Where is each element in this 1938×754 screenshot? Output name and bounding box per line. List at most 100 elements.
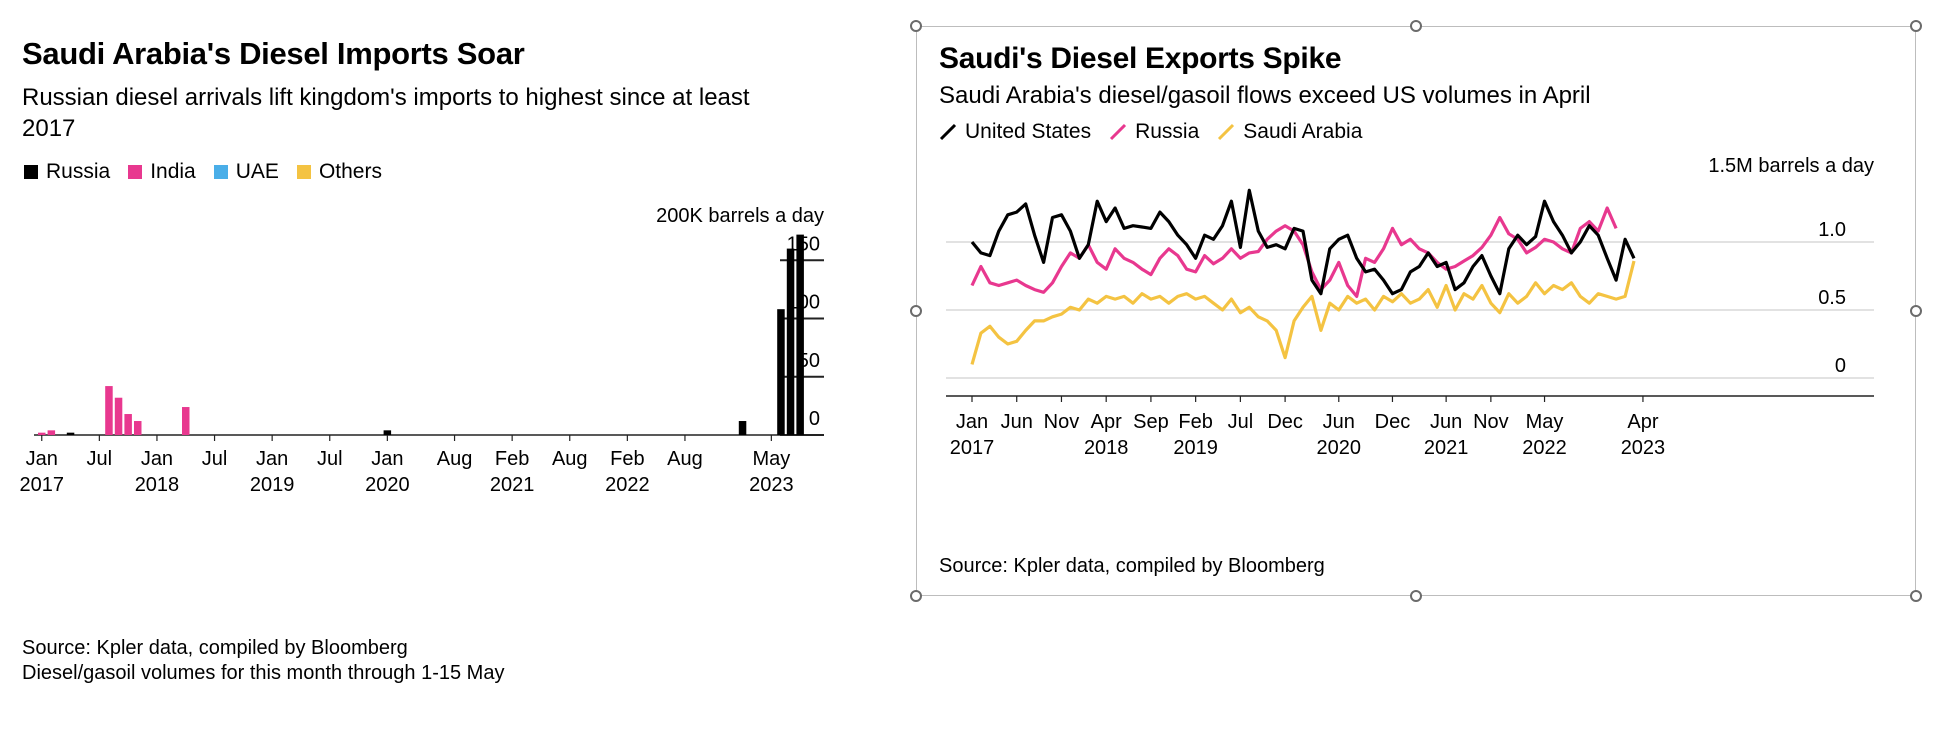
exports-chart-subtitle: Saudi Arabia's diesel/gasoil flows excee… xyxy=(939,82,1591,109)
x-tick-year: 2022 xyxy=(1522,437,1567,459)
x-tick-year: 2019 xyxy=(250,474,295,496)
x-tick-label: Sep xyxy=(1133,411,1169,433)
legend-label-saudi-arabia: Saudi Arabia xyxy=(1243,120,1363,143)
imports-chart-title: Saudi Arabia's Diesel Imports Soar xyxy=(22,36,525,71)
bar-segment xyxy=(182,407,190,435)
bar-segment xyxy=(47,430,56,435)
legend-item-uae: UAE xyxy=(213,160,279,184)
x-tick-label: Jan xyxy=(141,448,173,470)
bar-segment xyxy=(124,414,132,435)
exports-chart-panel: Saudi's Diesel Exports Spike Saudi Arabi… xyxy=(906,20,1922,602)
resize-handle-bottom-center[interactable] xyxy=(1410,590,1422,602)
bar-segment xyxy=(66,432,75,435)
x-tick-label: Jan xyxy=(371,448,403,470)
bar-segment xyxy=(786,248,795,435)
series-line-united-states xyxy=(970,188,1636,296)
imports-chart-subtitle: Russian diesel arrivals lift kingdom's i… xyxy=(22,84,750,142)
x-tick-year: 2017 xyxy=(950,437,995,459)
legend-swatch-india xyxy=(128,165,143,179)
x-tick-label: Jun xyxy=(1323,411,1355,433)
y-tick-label: 0 xyxy=(809,408,820,430)
x-tick-label: Dec xyxy=(1375,411,1411,433)
x-tick-label: Feb xyxy=(610,448,644,470)
x-tick-year: 2020 xyxy=(1317,437,1362,459)
x-tick-year: 2023 xyxy=(1621,437,1666,459)
x-tick-label: Jun xyxy=(1001,411,1033,433)
x-tick-label: Dec xyxy=(1267,411,1303,433)
x-tick-label: Jul xyxy=(202,448,228,470)
imports-chart-panel: Saudi Arabia's Diesel Imports Soar Russi… xyxy=(0,0,880,754)
x-tick-label: Aug xyxy=(437,448,473,470)
legend-label-russia-line: Russia xyxy=(1135,120,1200,143)
x-tick-label: Apr xyxy=(1091,411,1122,433)
legend-item-india: India xyxy=(128,160,196,184)
legend-label-russia: Russia xyxy=(46,160,111,183)
x-tick-label: May xyxy=(1526,411,1564,433)
x-tick-label: Apr xyxy=(1627,411,1658,433)
x-tick-label: Jan xyxy=(256,448,288,470)
imports-source: Source: Kpler data, compiled by Bloomber… xyxy=(22,636,504,686)
legend-swatch-russia xyxy=(24,165,38,179)
x-tick-year: 2023 xyxy=(749,474,794,496)
x-tick-year: 2020 xyxy=(365,474,410,496)
x-tick-label: Aug xyxy=(667,448,703,470)
resize-handle-bottom-right[interactable] xyxy=(1910,590,1922,602)
imports-source-text: Source: Kpler data, compiled by Bloomber… xyxy=(22,637,408,659)
resize-handle-middle-left[interactable] xyxy=(910,305,922,317)
legend-label-uae: UAE xyxy=(235,160,279,183)
resize-handle-top-left[interactable] xyxy=(910,20,922,32)
bar-segment xyxy=(38,432,46,435)
resize-handle-top-right[interactable] xyxy=(1910,20,1922,32)
x-tick-year: 2021 xyxy=(490,474,535,496)
x-tick-year: 2017 xyxy=(20,474,65,496)
legend-item-others: Others xyxy=(296,160,382,184)
legend-swatch-uae xyxy=(213,165,228,179)
x-tick-year: 2019 xyxy=(1173,437,1218,459)
resize-handle-top-center[interactable] xyxy=(1410,20,1422,32)
bar-segment xyxy=(105,386,113,435)
exports-line-chart: 1.5M barrels a day 0 0.5 1.0 Jan 2017 Jun Nov A… xyxy=(946,155,1874,459)
x-tick-label: Nov xyxy=(1044,411,1080,433)
y-tick-label: 1.0 xyxy=(1818,219,1846,241)
y-tick-label: 0 xyxy=(1835,355,1846,377)
x-tick-year: 2022 xyxy=(605,474,650,496)
imports-note-text: Diesel/gasoil volumes for this month thr… xyxy=(22,662,505,684)
legend-line-russia xyxy=(1110,123,1127,141)
exports-legend: United States Russia Saudi Arabia xyxy=(939,120,1380,144)
bar-segment xyxy=(134,421,142,435)
x-tick-label: Jul xyxy=(1228,411,1254,433)
resize-handle-bottom-left[interactable] xyxy=(910,590,922,602)
imports-legend: Russia India UAE Others xyxy=(24,160,400,184)
legend-line-saudi-arabia xyxy=(1218,123,1235,141)
legend-line-united-states xyxy=(939,123,957,141)
x-tick-label: Nov xyxy=(1473,411,1509,433)
x-tick-label: Feb xyxy=(1178,411,1212,433)
y-tick-label: 0.5 xyxy=(1818,287,1846,309)
bar-segment xyxy=(738,421,747,435)
x-tick-label: Jun xyxy=(1430,411,1462,433)
x-tick-year: 2021 xyxy=(1424,437,1469,459)
bar-segment xyxy=(383,430,392,435)
x-tick-label: Jan xyxy=(26,448,58,470)
legend-swatch-others xyxy=(296,165,311,179)
legend-item-saudi-arabia: Saudi Arabia xyxy=(1217,120,1362,144)
legend-label-united-states: United States xyxy=(965,120,1092,143)
imports-unit-label: 200K barrels a day xyxy=(656,205,824,227)
series-line-saudi-arabia xyxy=(970,260,1636,365)
x-tick-label: Aug xyxy=(552,448,588,470)
bar-segment xyxy=(777,309,785,435)
x-tick-label: Jul xyxy=(317,448,343,470)
resize-handle-middle-right[interactable] xyxy=(1910,305,1922,317)
bar-segment xyxy=(796,234,804,435)
x-tick-label: Jan xyxy=(956,411,988,433)
series-line-russia xyxy=(970,206,1618,298)
legend-label-others: Others xyxy=(318,160,382,183)
x-tick-year: 2018 xyxy=(1084,437,1129,459)
legend-label-india: India xyxy=(150,160,196,183)
legend-item-russia: Russia xyxy=(24,160,110,184)
bar-segment xyxy=(114,397,123,435)
x-tick-year: 2018 xyxy=(135,474,180,496)
x-tick-label: May xyxy=(752,448,790,470)
exports-unit-label: 1.5M barrels a day xyxy=(1708,155,1874,177)
imports-bar-chart: 200K barrels a day 050100150Jan2017JulJa… xyxy=(20,205,824,496)
